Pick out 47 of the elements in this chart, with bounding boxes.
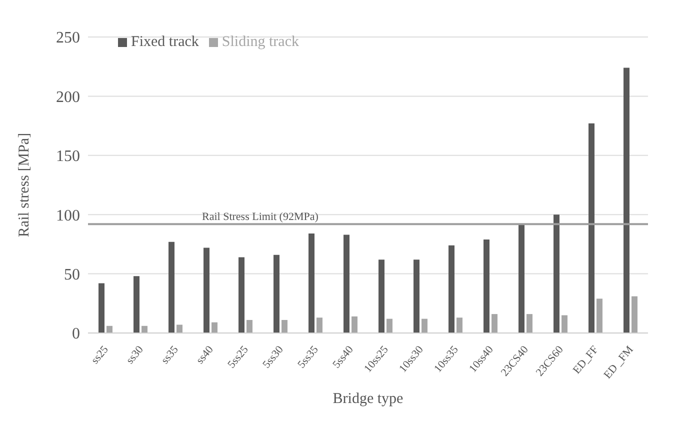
bar <box>414 260 420 333</box>
bar <box>282 320 288 333</box>
y-tick-label: 250 <box>56 30 80 47</box>
y-tick-label: 50 <box>64 266 80 284</box>
bar <box>246 320 252 333</box>
bar <box>238 257 244 333</box>
bar <box>142 326 148 333</box>
bar <box>176 324 182 333</box>
legend-label: Fixed track <box>131 34 199 50</box>
bar <box>562 315 568 333</box>
x-tick-label: ss25 <box>89 343 112 366</box>
y-tick-label: 100 <box>56 207 80 224</box>
bar <box>456 318 462 333</box>
x-tick-label: ss35 <box>159 343 182 366</box>
bar <box>134 276 140 333</box>
bar <box>588 123 594 333</box>
bar <box>422 318 428 333</box>
bar <box>212 322 218 333</box>
bar <box>106 326 112 333</box>
x-tick-label: ss40 <box>194 343 216 366</box>
bar <box>596 298 602 333</box>
bar <box>484 239 490 333</box>
bar <box>352 316 358 333</box>
bar <box>168 242 174 333</box>
bar <box>378 260 384 333</box>
bar <box>386 318 392 333</box>
bar <box>274 254 280 333</box>
y-tick-label: 200 <box>56 88 80 106</box>
bar <box>632 296 638 333</box>
bar <box>344 234 350 333</box>
y-tick-label: 0 <box>72 326 80 343</box>
bar <box>204 248 210 333</box>
x-axis-title: Bridge type <box>332 391 404 407</box>
bar <box>518 224 524 333</box>
ref-line-label: Rail Stress Limit (92MPa) <box>202 211 319 224</box>
y-tick-label: 150 <box>56 148 80 166</box>
bar <box>554 214 560 333</box>
legend-label: Sliding track <box>222 34 299 50</box>
x-tick-label: ss30 <box>124 343 146 366</box>
y-axis-title: Rail stress [MPa] <box>16 132 32 238</box>
bar <box>624 68 630 333</box>
bar <box>526 314 532 333</box>
bar <box>448 245 454 333</box>
bar <box>308 234 314 333</box>
bar <box>316 318 322 333</box>
bar <box>492 314 498 333</box>
bar <box>98 283 104 333</box>
